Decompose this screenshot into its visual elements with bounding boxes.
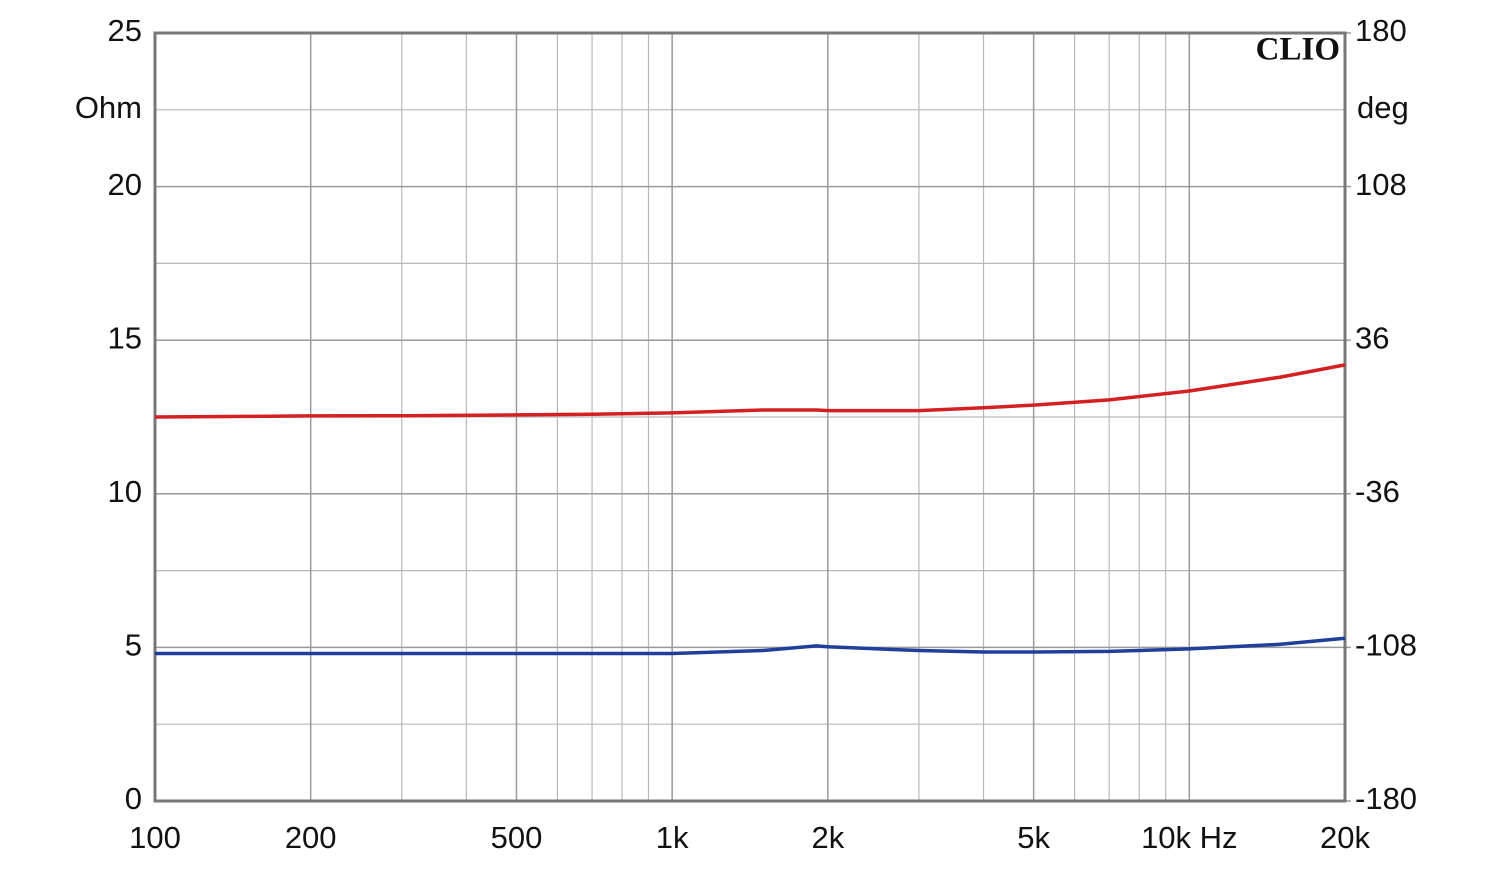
x-tick-label: 5k (1017, 820, 1050, 855)
y-tick-label: 15 (108, 320, 142, 355)
y-tick-label: 25 (108, 13, 142, 48)
y2-tick-label: -108 (1355, 628, 1417, 663)
x-tick-label: 1k (656, 820, 689, 855)
y2-tick-label: -36 (1355, 474, 1400, 509)
x-tick-label: 200 (285, 820, 337, 855)
x-tick-label: 20k (1320, 820, 1370, 855)
data-line (154, 363, 1346, 419)
y-tick-label: 20 (108, 167, 142, 202)
y2-tick-label: 108 (1355, 167, 1407, 202)
y2-tick-label: 180 (1355, 13, 1407, 48)
brand: CLIO (1256, 32, 1340, 68)
y2-axis-label: deg (1357, 90, 1409, 125)
y-tick-label: 10 (108, 474, 142, 509)
y2-tick-label: -180 (1355, 781, 1417, 816)
data-line (155, 636, 1346, 656)
y-axis-label: Ohm (75, 90, 142, 125)
y2-tick-label: 36 (1355, 320, 1389, 355)
x-tick-label: 10k Hz (1141, 820, 1237, 855)
x-tick-label: 100 (129, 820, 181, 855)
y-tick-label: 0 (125, 781, 142, 816)
x-tick-label: 2k (811, 820, 844, 855)
y-tick-label: 5 (125, 628, 142, 663)
x-tick-label: 500 (491, 820, 543, 855)
